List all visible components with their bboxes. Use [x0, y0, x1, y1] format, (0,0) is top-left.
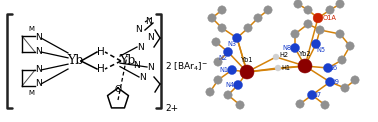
Text: N6: N6 — [328, 65, 338, 71]
Text: N2: N2 — [218, 55, 228, 61]
Text: N: N — [147, 62, 153, 71]
Text: Yb: Yb — [119, 55, 135, 67]
Circle shape — [298, 59, 312, 73]
Text: N1: N1 — [220, 67, 228, 73]
Circle shape — [208, 14, 216, 22]
Text: N: N — [35, 34, 41, 42]
Circle shape — [325, 77, 335, 86]
Text: N7: N7 — [313, 92, 322, 98]
Text: N: N — [135, 25, 141, 35]
Circle shape — [316, 26, 324, 34]
Circle shape — [223, 47, 232, 56]
Text: H1: H1 — [281, 65, 290, 71]
Circle shape — [214, 58, 222, 66]
Circle shape — [296, 100, 304, 108]
Text: N: N — [145, 17, 151, 26]
Circle shape — [264, 6, 272, 14]
Circle shape — [304, 20, 312, 28]
Text: N8: N8 — [282, 45, 291, 51]
Circle shape — [206, 88, 214, 96]
Circle shape — [232, 34, 242, 42]
Circle shape — [304, 6, 312, 14]
Text: H2: H2 — [279, 52, 288, 58]
Circle shape — [224, 91, 232, 99]
Circle shape — [351, 76, 359, 84]
Text: 2+: 2+ — [165, 104, 178, 113]
Circle shape — [336, 30, 344, 38]
Text: N: N — [35, 47, 41, 56]
Circle shape — [326, 6, 334, 14]
Text: N9: N9 — [330, 79, 339, 85]
Circle shape — [341, 84, 349, 92]
Circle shape — [291, 30, 299, 38]
Text: O1A: O1A — [323, 15, 337, 21]
Circle shape — [228, 66, 237, 75]
Circle shape — [311, 40, 321, 49]
Text: 2 [BAr$_4$]$^{-}$: 2 [BAr$_4$]$^{-}$ — [165, 61, 208, 73]
Text: N: N — [35, 66, 41, 75]
Text: N4: N4 — [225, 82, 235, 88]
Circle shape — [275, 65, 281, 71]
Circle shape — [321, 101, 329, 109]
Text: N: N — [133, 61, 139, 71]
Text: N5: N5 — [316, 47, 325, 53]
Text: Yb2: Yb2 — [299, 51, 311, 57]
Text: H: H — [97, 47, 105, 57]
Text: O: O — [115, 85, 121, 93]
Circle shape — [236, 101, 244, 109]
Text: N: N — [136, 42, 143, 51]
Circle shape — [324, 63, 333, 72]
Text: N: N — [147, 32, 153, 41]
Text: N: N — [139, 72, 146, 81]
Text: N3: N3 — [228, 41, 237, 47]
Circle shape — [244, 24, 252, 32]
Circle shape — [214, 76, 222, 84]
Circle shape — [291, 44, 299, 52]
Circle shape — [338, 56, 346, 64]
Circle shape — [336, 0, 344, 8]
Text: Yb: Yb — [67, 55, 83, 67]
Circle shape — [234, 81, 243, 90]
Text: Yb1: Yb1 — [241, 57, 253, 63]
Circle shape — [307, 91, 316, 100]
Text: M: M — [28, 90, 34, 96]
Circle shape — [313, 13, 323, 23]
Text: N: N — [35, 80, 41, 88]
Circle shape — [218, 6, 226, 14]
Circle shape — [254, 14, 262, 22]
Circle shape — [212, 38, 220, 46]
Circle shape — [294, 0, 302, 8]
Text: H: H — [97, 64, 105, 74]
Circle shape — [240, 65, 254, 79]
Circle shape — [218, 24, 226, 32]
Circle shape — [273, 54, 279, 60]
Circle shape — [346, 42, 354, 50]
Text: M: M — [28, 26, 34, 32]
